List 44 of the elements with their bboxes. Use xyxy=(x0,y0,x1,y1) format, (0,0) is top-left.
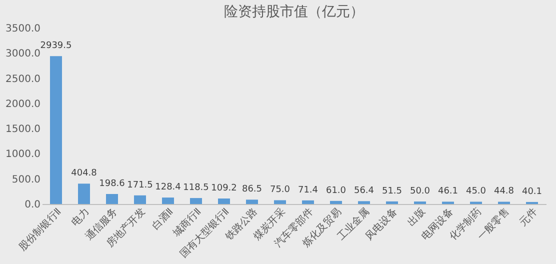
bar xyxy=(106,194,118,204)
bar xyxy=(358,201,370,204)
data-label: 118.5 xyxy=(183,183,209,194)
bar xyxy=(302,200,314,204)
y-tick-label: 2000.0 xyxy=(6,98,40,110)
bar xyxy=(134,195,146,204)
data-label: 46.1 xyxy=(438,186,458,197)
y-tick-label: 3500.0 xyxy=(6,24,40,34)
x-tick-label: 电力 xyxy=(69,206,92,228)
data-label: 71.4 xyxy=(298,185,318,196)
bar xyxy=(78,184,90,204)
data-label: 128.4 xyxy=(155,182,182,193)
data-label: 50.0 xyxy=(410,186,430,196)
y-tick-label: 3000.0 xyxy=(6,48,40,60)
data-label: 404.8 xyxy=(71,168,98,179)
x-tick-label: 出版 xyxy=(405,206,428,228)
data-label: 51.5 xyxy=(382,186,402,196)
y-tick-label: 2500.0 xyxy=(6,74,40,85)
data-label: 56.4 xyxy=(354,186,374,196)
bar xyxy=(190,198,202,204)
data-label: 44.8 xyxy=(494,186,514,197)
data-label: 45.0 xyxy=(466,186,486,197)
data-label: 75.0 xyxy=(270,185,290,196)
bar xyxy=(50,56,62,204)
bar xyxy=(246,200,258,204)
bar xyxy=(414,201,426,204)
data-label: 171.5 xyxy=(127,180,153,190)
data-label: 61.0 xyxy=(326,186,346,196)
data-label: 198.6 xyxy=(99,179,126,190)
y-tick-label: 1000.0 xyxy=(6,149,40,160)
data-label: 2939.5 xyxy=(40,41,72,52)
data-label: 109.2 xyxy=(211,184,237,194)
x-tick-label: 元件 xyxy=(518,206,540,228)
y-tick-label: 1500.0 xyxy=(6,124,40,136)
y-tick-label: 0.0 xyxy=(24,200,40,210)
bar xyxy=(386,201,398,204)
bar xyxy=(330,200,342,204)
y-tick-label: 500.0 xyxy=(12,174,40,186)
data-label: 40.1 xyxy=(522,186,542,197)
chart-title: 险资持股市值（亿元） xyxy=(224,4,364,20)
bar xyxy=(162,198,174,204)
data-label: 86.5 xyxy=(242,184,262,195)
bar xyxy=(274,200,286,204)
bar xyxy=(218,198,230,204)
